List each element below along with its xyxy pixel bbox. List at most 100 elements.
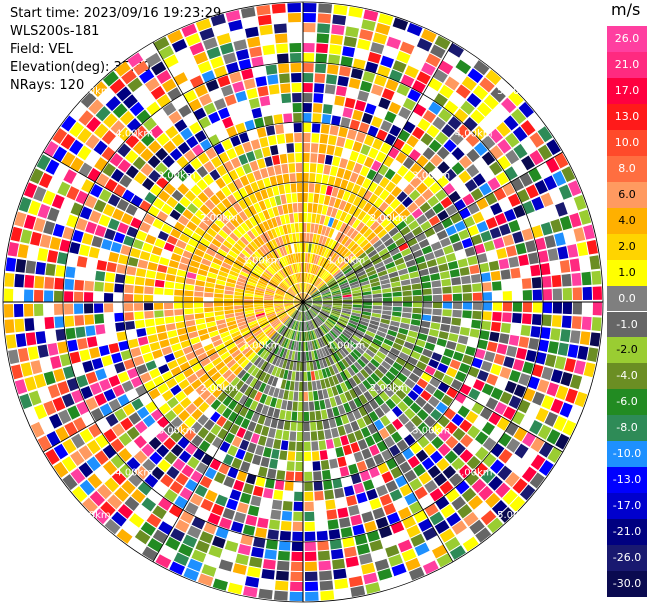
range-gate xyxy=(249,400,259,411)
range-gate xyxy=(296,361,300,371)
range-gate xyxy=(407,265,418,273)
range-gate xyxy=(263,177,272,188)
range-gate xyxy=(153,481,168,496)
range-gate xyxy=(502,182,516,197)
range-gate xyxy=(368,323,379,330)
range-gate xyxy=(296,441,303,451)
range-gate xyxy=(319,286,329,292)
range-gate xyxy=(425,53,441,68)
range-gate xyxy=(84,280,94,292)
range-gate xyxy=(384,356,395,366)
range-gate xyxy=(256,4,271,16)
range-gate xyxy=(300,293,303,302)
range-gate xyxy=(103,428,117,443)
range-gate xyxy=(328,196,336,207)
range-gate xyxy=(346,87,359,99)
range-gate xyxy=(442,294,452,301)
range-gate xyxy=(294,223,299,233)
range-gate xyxy=(330,312,340,318)
range-gate xyxy=(414,486,428,500)
range-gate xyxy=(33,186,47,202)
range-gate xyxy=(81,232,94,246)
range-gate xyxy=(144,310,154,319)
range-gate xyxy=(334,177,342,188)
range-gate xyxy=(406,237,418,247)
range-gate xyxy=(231,349,241,359)
range-gate xyxy=(140,163,154,177)
range-gate xyxy=(353,232,363,243)
ring-label: 3.00km xyxy=(158,171,196,182)
range-gate xyxy=(219,266,230,274)
range-gate xyxy=(287,276,293,286)
range-gate xyxy=(387,266,397,274)
range-gate xyxy=(391,232,403,242)
range-gate xyxy=(542,302,552,314)
range-gate xyxy=(187,456,200,469)
range-gate xyxy=(326,144,335,156)
range-gate xyxy=(227,194,237,205)
range-gate xyxy=(561,166,576,183)
range-gate xyxy=(410,415,423,427)
range-gate xyxy=(363,333,374,341)
range-gate xyxy=(287,290,296,297)
range-gate xyxy=(88,423,102,438)
range-gate xyxy=(215,376,226,387)
range-gate xyxy=(335,446,345,458)
range-gate xyxy=(347,339,357,348)
range-gate xyxy=(400,367,412,378)
range-gate xyxy=(429,377,441,388)
range-gate xyxy=(130,217,143,229)
range-gate xyxy=(367,249,378,258)
range-gate xyxy=(319,312,329,318)
range-gate xyxy=(157,332,168,341)
range-gate xyxy=(482,292,492,301)
range-gate xyxy=(225,313,235,319)
range-gate xyxy=(244,397,254,409)
range-gate xyxy=(349,317,360,323)
range-gate xyxy=(195,540,210,554)
range-gate xyxy=(485,492,501,508)
range-gate xyxy=(50,355,62,370)
range-gate xyxy=(206,277,216,284)
range-gate xyxy=(359,470,371,482)
range-gate xyxy=(367,362,377,372)
range-gate xyxy=(443,245,454,255)
range-gate xyxy=(284,303,294,305)
range-gate xyxy=(473,157,488,172)
range-gate xyxy=(178,333,189,342)
range-gate xyxy=(244,576,260,588)
range-gate xyxy=(314,400,321,411)
range-gate xyxy=(362,308,372,313)
range-gate xyxy=(310,290,319,297)
range-gate xyxy=(286,143,295,153)
range-gate xyxy=(531,314,542,326)
range-gate xyxy=(412,47,428,61)
colorbar-tick: 10.0 xyxy=(607,129,647,156)
range-gate xyxy=(61,393,75,408)
range-gate xyxy=(294,310,299,320)
range-gate xyxy=(129,513,145,528)
range-gate xyxy=(442,374,454,386)
range-gate xyxy=(199,237,211,247)
colorbar-tick: -21.0 xyxy=(607,519,647,546)
range-gate xyxy=(287,265,293,275)
range-gate xyxy=(334,395,343,406)
range-gate xyxy=(136,268,147,277)
range-gate xyxy=(383,46,398,59)
range-gate xyxy=(283,420,291,431)
range-gate xyxy=(504,380,517,394)
range-gate xyxy=(271,376,279,387)
range-gate xyxy=(362,202,373,213)
range-gate xyxy=(191,549,207,563)
range-gate xyxy=(342,304,352,307)
range-gate xyxy=(312,304,322,307)
range-gate xyxy=(519,484,536,501)
range-gate xyxy=(210,423,222,436)
range-gate xyxy=(312,303,322,305)
range-gate xyxy=(391,311,402,317)
range-gate xyxy=(76,374,89,388)
range-gate xyxy=(314,490,324,501)
range-gate xyxy=(339,282,349,288)
range-gate xyxy=(254,297,264,300)
range-gate xyxy=(559,215,572,231)
